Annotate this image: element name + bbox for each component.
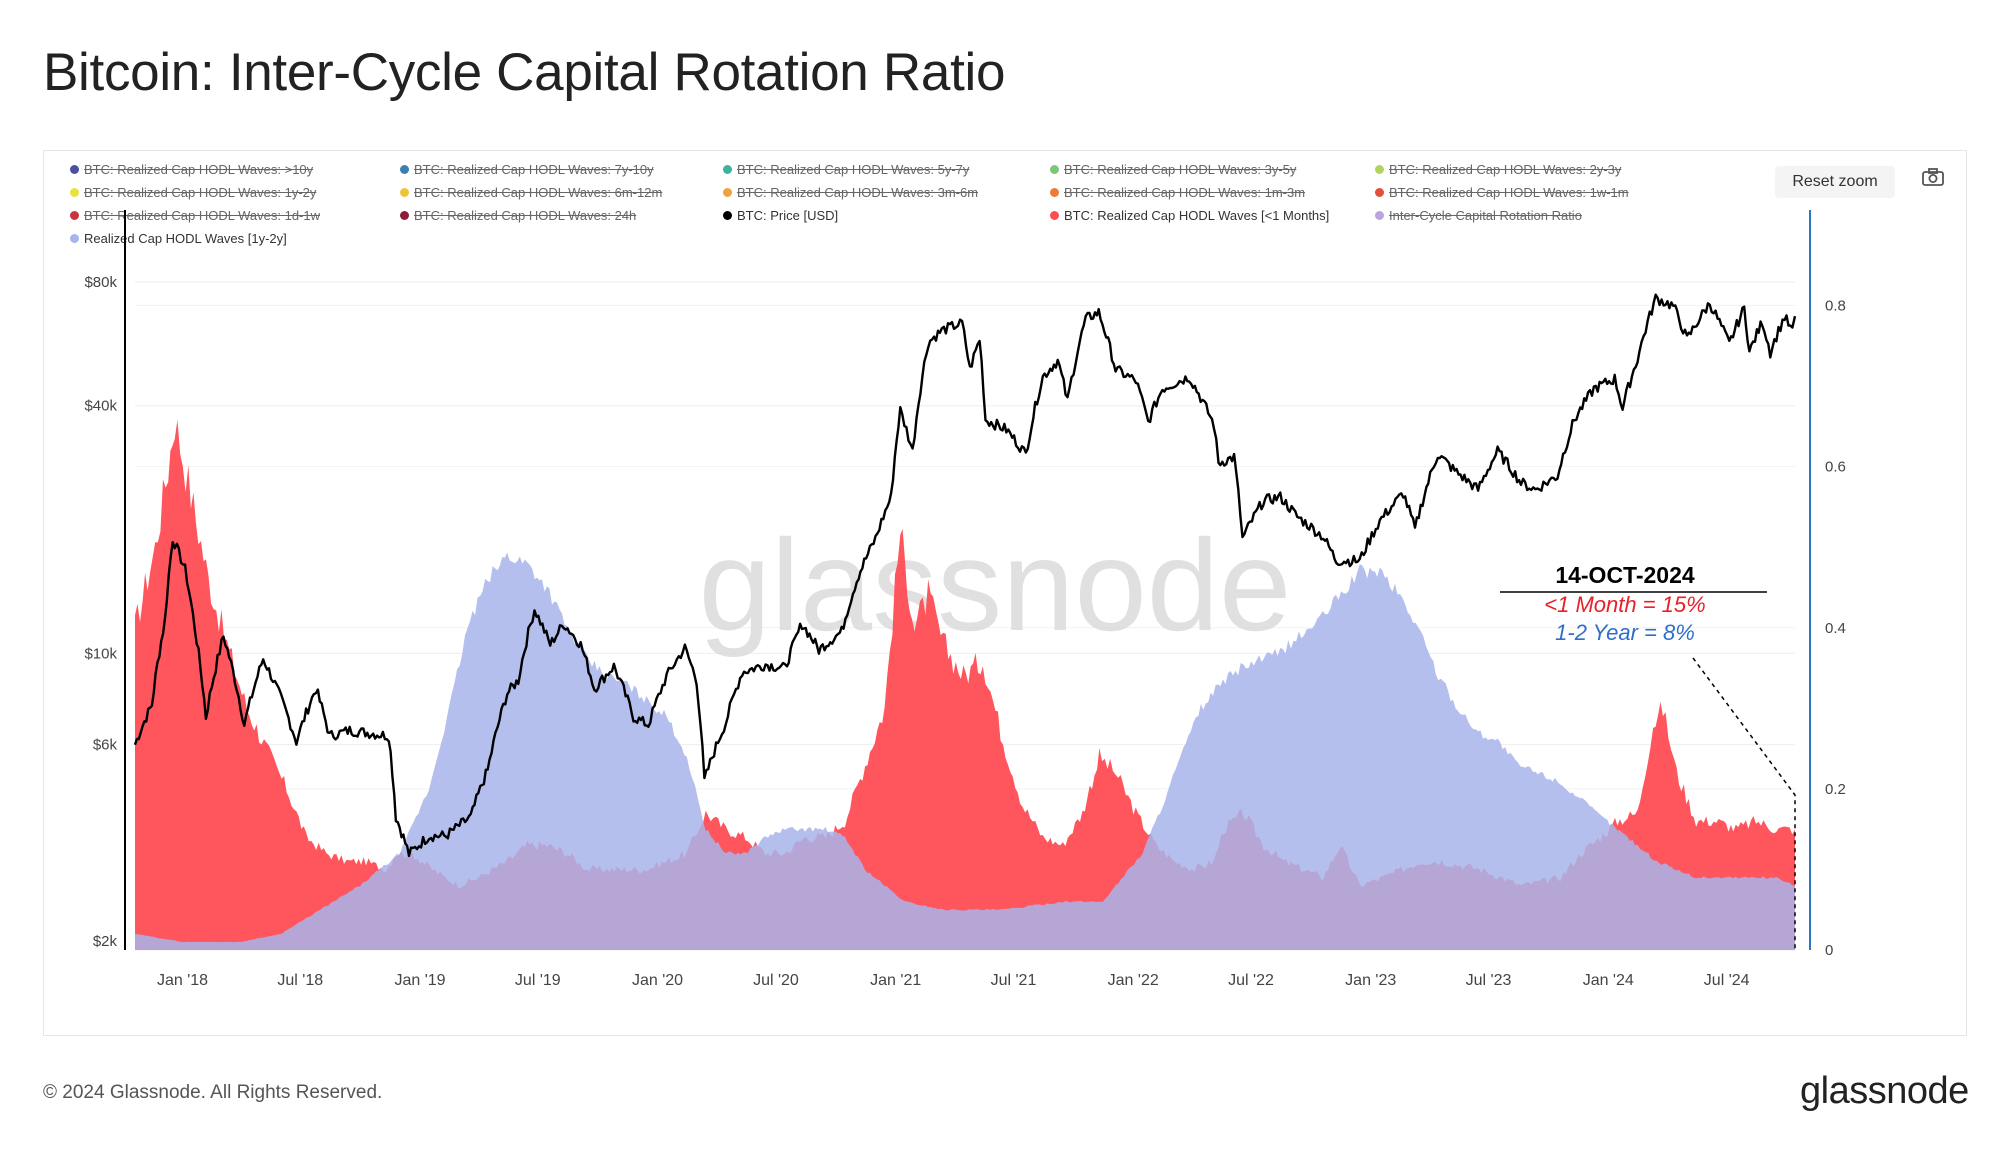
legend-item[interactable]: BTC: Price [USD] — [723, 208, 838, 223]
price-line — [133, 293, 1797, 858]
legend-dot-icon — [70, 234, 79, 243]
x-tick-label: Jan '23 — [1345, 972, 1396, 989]
footer-brand-logo: glassnode — [1800, 1070, 1969, 1112]
legend-label: BTC: Realized Cap HODL Waves: 5y-7y — [737, 162, 970, 177]
y-right-tick-label: 0 — [1825, 942, 1833, 959]
annotation-date: 14-OCT-2024 — [1555, 562, 1695, 588]
legend-dot-icon — [723, 211, 732, 220]
annotation-under-1-month: <1 Month = 15% — [1544, 592, 1705, 617]
y-right-tick-label: 0.4 — [1825, 620, 1846, 637]
legend-item[interactable]: BTC: Realized Cap HODL Waves: >10y — [70, 162, 313, 177]
legend-item[interactable]: BTC: Realized Cap HODL Waves: 1d-1w — [70, 208, 320, 223]
legend-dot-icon — [1375, 165, 1384, 174]
annotation-1-2-year: 1-2 Year = 8% — [1555, 620, 1695, 645]
legend-dot-icon — [1375, 211, 1384, 220]
legend-label: BTC: Realized Cap HODL Waves: 1d-1w — [84, 208, 321, 223]
legend-dot-icon — [723, 188, 732, 197]
x-tick-label: Jan '20 — [632, 972, 683, 989]
y-left-tick-label: $2k — [93, 933, 118, 950]
legend-dot-icon — [400, 188, 409, 197]
legend-label: BTC: Realized Cap HODL Waves: 1w-1m — [1389, 185, 1629, 200]
y-left-tick-label: $40k — [84, 398, 117, 415]
legend-dot-icon — [1050, 211, 1059, 220]
legend-label: BTC: Realized Cap HODL Waves: 24h — [414, 208, 637, 223]
legend-item[interactable]: BTC: Realized Cap HODL Waves: 5y-7y — [723, 162, 969, 177]
legend-label: BTC: Realized Cap HODL Waves: 7y-10y — [414, 162, 654, 177]
legend-label: BTC: Realized Cap HODL Waves: 1m-3m — [1064, 185, 1306, 200]
y-left-tick-label: $6k — [93, 737, 118, 754]
chart-frame — [43, 150, 1967, 1036]
legend-label: Realized Cap HODL Waves [1y-2y] — [84, 231, 287, 246]
legend-label: BTC: Realized Cap HODL Waves [<1 Months] — [1064, 208, 1330, 223]
x-tick-label: Jul '22 — [1228, 972, 1274, 989]
legend-dot-icon — [400, 211, 409, 220]
page-title: Bitcoin: Inter-Cycle Capital Rotation Ra… — [43, 43, 1006, 102]
legend-dot-icon — [1050, 165, 1059, 174]
legend-label: BTC: Price [USD] — [737, 208, 839, 223]
x-tick-label: Jan '22 — [1108, 972, 1159, 989]
x-tick-label: Jan '19 — [394, 972, 445, 989]
legend-dot-icon — [1375, 188, 1384, 197]
legend-item[interactable]: BTC: Realized Cap HODL Waves: 6m-12m — [400, 185, 662, 200]
legend-item[interactable]: BTC: Realized Cap HODL Waves: 7y-10y — [400, 162, 654, 177]
area-1y-2y — [135, 552, 1795, 950]
legend-label: BTC: Realized Cap HODL Waves: >10y — [84, 162, 314, 177]
legend-label: BTC: Realized Cap HODL Waves: 6m-12m — [414, 185, 663, 200]
legend-item[interactable]: BTC: Realized Cap HODL Waves: 24h — [400, 208, 636, 223]
legend-label: BTC: Realized Cap HODL Waves: 2y-3y — [1389, 162, 1622, 177]
area-under-1-month — [135, 419, 1795, 950]
legend-dot-icon — [70, 165, 79, 174]
legend-dot-icon — [723, 165, 732, 174]
watermark-logo: glassnode — [699, 512, 1292, 658]
legend-item[interactable]: BTC: Realized Cap HODL Waves: 1m-3m — [1050, 185, 1305, 200]
legend-label: BTC: Realized Cap HODL Waves: 1y-2y — [84, 185, 317, 200]
reset-zoom-button[interactable]: Reset zoom — [1775, 166, 1895, 198]
x-tick-label: Jul '23 — [1466, 972, 1512, 989]
legend-item[interactable]: BTC: Realized Cap HODL Waves: 3m-6m — [723, 185, 978, 200]
legend-label: BTC: Realized Cap HODL Waves: 3m-6m — [737, 185, 979, 200]
legend-item[interactable]: BTC: Realized Cap HODL Waves: 1y-2y — [70, 185, 316, 200]
camera-icon[interactable] — [1920, 166, 1948, 190]
legend-item[interactable]: BTC: Realized Cap HODL Waves [<1 Months] — [1050, 208, 1329, 223]
legend-dot-icon — [1050, 188, 1059, 197]
legend-dot-icon — [70, 211, 79, 220]
x-tick-label: Jul '24 — [1704, 972, 1750, 989]
y-right-tick-label: 0.6 — [1825, 459, 1846, 476]
legend-item[interactable]: BTC: Realized Cap HODL Waves: 2y-3y — [1375, 162, 1621, 177]
legend-item[interactable]: Inter-Cycle Capital Rotation Ratio — [1375, 208, 1582, 223]
y-left-tick-label: $80k — [84, 274, 117, 291]
legend-item[interactable]: BTC: Realized Cap HODL Waves: 3y-5y — [1050, 162, 1296, 177]
legend-item[interactable]: BTC: Realized Cap HODL Waves: 1w-1m — [1375, 185, 1629, 200]
legend-label: Inter-Cycle Capital Rotation Ratio — [1389, 208, 1582, 223]
x-tick-label: Jan '21 — [870, 972, 921, 989]
y-right-tick-label: 0.8 — [1825, 298, 1846, 315]
x-tick-label: Jan '18 — [157, 972, 208, 989]
x-tick-label: Jul '21 — [991, 972, 1037, 989]
legend-label: BTC: Realized Cap HODL Waves: 3y-5y — [1064, 162, 1297, 177]
y-left-tick-label: $10k — [84, 645, 117, 662]
x-tick-label: Jul '18 — [277, 972, 323, 989]
x-tick-label: Jan '24 — [1583, 972, 1634, 989]
x-tick-label: Jul '20 — [753, 972, 799, 989]
legend-item[interactable]: Realized Cap HODL Waves [1y-2y] — [70, 231, 287, 246]
legend-dot-icon — [70, 188, 79, 197]
x-tick-label: Jul '19 — [515, 972, 561, 989]
y-right-tick-label: 0.2 — [1825, 781, 1846, 798]
legend-dot-icon — [400, 165, 409, 174]
annotation-pointer — [1692, 657, 1796, 950]
footer-copyright: © 2024 Glassnode. All Rights Reserved. — [43, 1082, 383, 1103]
